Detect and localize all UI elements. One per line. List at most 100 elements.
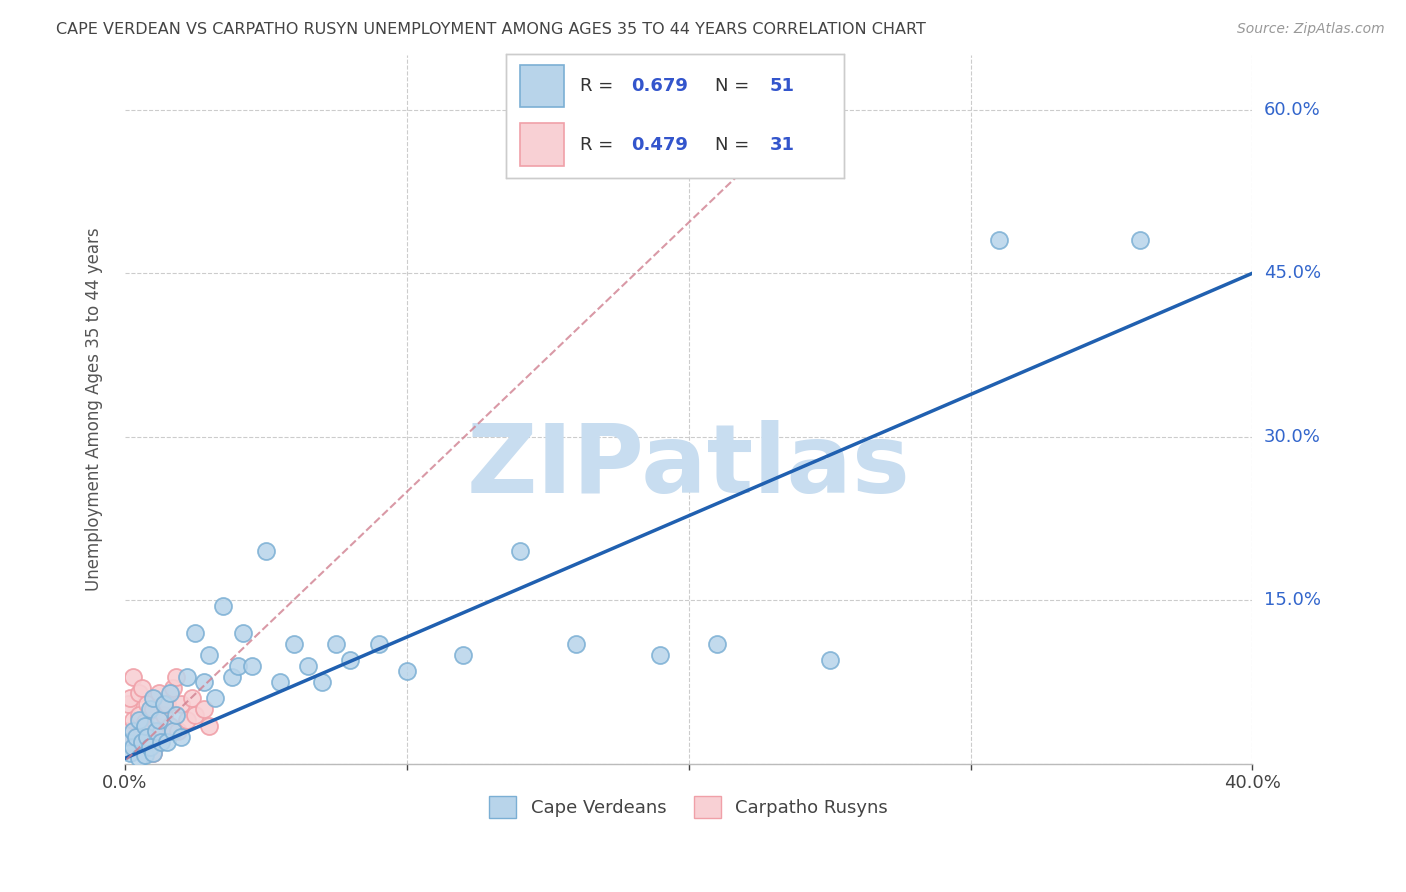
Point <box>254 544 277 558</box>
Point <box>150 724 173 739</box>
Point <box>204 691 226 706</box>
Point <box>159 686 181 700</box>
Point <box>156 735 179 749</box>
Point <box>167 724 190 739</box>
Point <box>221 670 243 684</box>
Point <box>176 670 198 684</box>
Text: 0.679: 0.679 <box>631 77 688 95</box>
Point <box>122 713 145 727</box>
Point <box>142 746 165 760</box>
Point <box>818 653 841 667</box>
Point <box>134 719 156 733</box>
Point <box>128 713 150 727</box>
Point <box>650 648 672 662</box>
Point <box>117 697 139 711</box>
Point <box>153 697 176 711</box>
Point <box>395 664 418 678</box>
Text: 51: 51 <box>769 77 794 95</box>
Point <box>142 702 165 716</box>
Point <box>181 691 204 706</box>
Point <box>153 707 176 722</box>
Point <box>170 697 193 711</box>
Point <box>706 637 728 651</box>
Y-axis label: Unemployment Among Ages 35 to 44 years: Unemployment Among Ages 35 to 44 years <box>86 227 103 591</box>
Point <box>165 707 187 722</box>
Point <box>162 724 184 739</box>
Point <box>125 730 148 744</box>
Point <box>451 648 474 662</box>
Point <box>150 735 173 749</box>
Text: 30.0%: 30.0% <box>1264 428 1320 446</box>
Point <box>325 637 347 651</box>
Point <box>565 637 588 651</box>
Point <box>139 702 162 716</box>
FancyBboxPatch shape <box>520 123 564 166</box>
Point <box>122 670 145 684</box>
Point <box>176 713 198 727</box>
Text: Source: ZipAtlas.com: Source: ZipAtlas.com <box>1237 22 1385 37</box>
Point <box>212 599 235 613</box>
Point <box>128 707 150 722</box>
Point <box>131 681 153 695</box>
Point <box>148 713 170 727</box>
Text: 45.0%: 45.0% <box>1264 264 1320 282</box>
Text: ZIPatlas: ZIPatlas <box>467 419 911 513</box>
Point <box>198 648 221 662</box>
Point <box>283 637 305 651</box>
Point <box>131 724 153 739</box>
Point <box>184 626 207 640</box>
Text: 31: 31 <box>769 136 794 153</box>
Point <box>142 691 165 706</box>
Point <box>311 675 333 690</box>
Text: CAPE VERDEAN VS CARPATHO RUSYN UNEMPLOYMENT AMONG AGES 35 TO 44 YEARS CORRELATIO: CAPE VERDEAN VS CARPATHO RUSYN UNEMPLOYM… <box>56 22 927 37</box>
FancyBboxPatch shape <box>520 65 564 107</box>
Point <box>170 730 193 744</box>
Point <box>120 746 142 760</box>
Point <box>987 234 1010 248</box>
Point <box>240 658 263 673</box>
Point <box>156 697 179 711</box>
Point <box>193 675 215 690</box>
Point <box>145 719 167 733</box>
Text: 15.0%: 15.0% <box>1264 591 1320 609</box>
Point <box>117 735 139 749</box>
Point <box>122 740 145 755</box>
Text: 60.0%: 60.0% <box>1264 101 1320 119</box>
Point <box>145 724 167 739</box>
Point <box>142 746 165 760</box>
Point <box>120 735 142 749</box>
Point <box>269 675 291 690</box>
Text: 0.479: 0.479 <box>631 136 688 153</box>
Point <box>128 686 150 700</box>
Point <box>134 748 156 763</box>
Point <box>184 707 207 722</box>
Point <box>134 715 156 730</box>
Point <box>162 681 184 695</box>
Point <box>117 724 139 739</box>
Point <box>128 751 150 765</box>
Point <box>232 626 254 640</box>
Point <box>367 637 389 651</box>
Point <box>198 719 221 733</box>
Point <box>139 740 162 755</box>
Point <box>125 730 148 744</box>
Text: R =: R = <box>581 77 620 95</box>
Point <box>159 719 181 733</box>
Point <box>297 658 319 673</box>
Point <box>136 730 159 744</box>
Legend: Cape Verdeans, Carpatho Rusyns: Cape Verdeans, Carpatho Rusyns <box>482 789 896 826</box>
Point <box>136 697 159 711</box>
Point <box>131 735 153 749</box>
Point <box>193 702 215 716</box>
Text: N =: N = <box>716 136 755 153</box>
Point <box>339 653 361 667</box>
Text: N =: N = <box>716 77 755 95</box>
Point <box>139 730 162 744</box>
Point <box>1129 234 1152 248</box>
Point <box>120 691 142 706</box>
Point <box>508 544 530 558</box>
Point <box>226 658 249 673</box>
Text: R =: R = <box>581 136 620 153</box>
Point <box>165 670 187 684</box>
Point <box>148 686 170 700</box>
